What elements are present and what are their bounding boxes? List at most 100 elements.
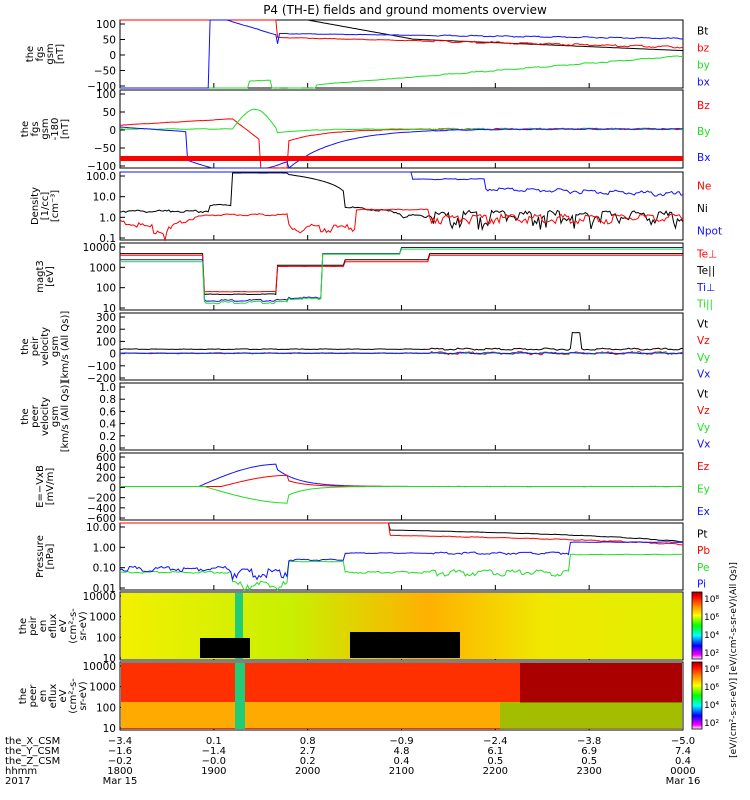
x-axis-value: −3.8 xyxy=(577,736,601,747)
y-tick-label: 100 xyxy=(96,702,116,714)
y-tick-label: 100 xyxy=(96,632,116,644)
trace-teperp xyxy=(120,254,683,293)
x-axis-value: Mar 15 xyxy=(103,776,138,787)
y-tick-label: 10.00 xyxy=(86,522,116,534)
time-axis-labels: the_X_CSM −3.4 0.1 0.8 −0.9 −2.4 −3.8 −5.0 the_Y… xyxy=(5,736,700,787)
figure-title: P4 (TH-E) fields and ground moments over… xyxy=(263,3,547,17)
y-tick-label: 50 xyxy=(103,35,116,47)
colorbar-tick-label: 10⁴ xyxy=(704,701,719,711)
y-axis-label: [eV] xyxy=(45,266,56,287)
y-axis-label: eV xyxy=(58,689,69,702)
legend-bz: bz xyxy=(697,43,710,55)
colorbar-tick-label: 10⁸ xyxy=(704,665,719,675)
y-tick-label: 10.0 xyxy=(93,192,116,204)
trace-ex xyxy=(120,463,683,488)
y-axis-label: magt3 xyxy=(35,260,46,293)
x-axis-value: 0.8 xyxy=(300,736,316,747)
x-axis-value: −1.4 xyxy=(202,746,226,757)
y-axis-label: peir xyxy=(30,336,41,356)
x-axis-value: Mar 16 xyxy=(666,776,701,787)
legend-ex: Ex xyxy=(697,506,710,518)
y-tick-label: 0.01 xyxy=(93,583,116,595)
trace-tiperp xyxy=(120,247,683,302)
y-tick-label: 300 xyxy=(96,312,116,324)
y-axis-label: [1/cc] xyxy=(40,192,51,221)
y-axis-label: sr-eV) xyxy=(78,611,89,640)
y-tick-label: −100 xyxy=(87,361,116,373)
x-axis-value: −0.2 xyxy=(108,756,132,767)
colorbar-tick-label: 10² xyxy=(704,719,719,729)
y-tick-label: 1.0 xyxy=(99,382,116,394)
trace-npot xyxy=(120,171,684,197)
y-axis-label: velocity xyxy=(40,327,51,366)
y-axis-label: velocity xyxy=(40,397,51,436)
x-axis-value: 4.8 xyxy=(394,746,410,757)
y-tick-label: −200 xyxy=(87,493,116,505)
y-axis-label: gsm xyxy=(40,118,51,139)
x-axis-value: 0.2 xyxy=(300,756,316,767)
colorbar-bottom xyxy=(691,661,703,730)
colorbar: 10⁸ 10⁶ 10⁴ 10² 10⁸ 10⁶ 10⁴ 10² [eV/(cm²-s-sr-e… xyxy=(691,562,739,758)
y-tick-label: 50 xyxy=(103,107,116,119)
y-tick-label: 200 xyxy=(96,472,116,484)
y-tick-label: 1000 xyxy=(89,262,116,274)
y-tick-label: 600 xyxy=(96,452,116,464)
y-tick-label: 100.0 xyxy=(86,171,116,183)
y-axis-label: peir xyxy=(28,615,39,635)
peer-spec-low2 xyxy=(500,702,682,729)
trace-pt xyxy=(120,522,684,543)
y-tick-label: 10000 xyxy=(83,661,116,673)
legend-vx: Vx xyxy=(697,369,710,381)
legend-vt: Vt xyxy=(697,388,708,400)
y-tick-label: −50 xyxy=(94,143,116,155)
y-axis-label: gsm xyxy=(45,43,56,64)
y-axis-label: Density xyxy=(30,187,41,225)
x-axis-value: 2300 xyxy=(576,766,601,777)
trace-bx xyxy=(120,19,684,89)
x-axis-value: 1800 xyxy=(107,766,132,777)
trace-pi xyxy=(119,541,683,582)
colorbar-tick-label: 10⁴ xyxy=(704,631,719,641)
y-tick-label: 1.0 xyxy=(99,212,116,224)
y-tick-label: 0.2 xyxy=(99,431,116,443)
y-axis-label: eflux xyxy=(48,684,59,709)
y-tick-label: 0.0 xyxy=(99,443,116,455)
y-tick-label: 200 xyxy=(96,324,116,336)
panel-pevel: 1.00.80.60.40.20.0 the peer velocity gsm [km/… xyxy=(20,381,710,455)
legend-bx: bx xyxy=(697,77,710,89)
legend-ti⊥: Ti⊥ xyxy=(696,282,715,294)
y-axis-label: the xyxy=(18,618,29,634)
y-tick-label: 0 xyxy=(109,483,116,495)
y-tick-label: 400 xyxy=(96,462,116,474)
y-axis-label: the xyxy=(25,46,36,62)
y-axis-label: [cm⁻³] xyxy=(50,190,61,222)
y-axis-label: fgs xyxy=(30,121,41,136)
x-axis-value: 7.4 xyxy=(675,746,691,757)
legend-ne: Ne xyxy=(697,180,711,192)
panel-peer_spec: 10000 1000 100 10 the peer en eflux eV (cm²-s-sr-… xyxy=(18,661,684,735)
peir-spec-band xyxy=(235,593,243,659)
y-tick-label: 10 xyxy=(103,723,116,735)
legend-by: by xyxy=(697,60,710,72)
y-axis-label: [nT] xyxy=(60,119,71,139)
red-band xyxy=(120,156,683,161)
y-tick-label: 10 xyxy=(103,303,116,315)
y-axis-label: gsm xyxy=(50,406,61,427)
x-axis-value: 0.4 xyxy=(394,756,410,767)
x-axis-value: −5.0 xyxy=(671,736,695,747)
y-tick-label: 1.00 xyxy=(93,542,116,554)
y-axis-label: eflux xyxy=(48,614,59,639)
y-axis-label: [km/s (All Qs)] xyxy=(60,311,71,383)
x-axis-row-label: the_X_CSM xyxy=(5,736,60,747)
legend-ni: Ni xyxy=(697,203,708,215)
y-axis-label: [nT] xyxy=(55,44,66,64)
trace-tipar xyxy=(120,248,683,305)
legend-vz: Vz xyxy=(697,405,710,417)
trace-ne xyxy=(119,208,684,242)
y-axis-label: peer xyxy=(28,684,39,708)
legend-te⊥: Te⊥ xyxy=(696,248,717,260)
trace-ey xyxy=(120,485,683,504)
y-tick-label: 0.10 xyxy=(93,563,116,575)
y-axis-label: eV xyxy=(58,619,69,632)
legend-vy: Vy xyxy=(697,422,710,434)
